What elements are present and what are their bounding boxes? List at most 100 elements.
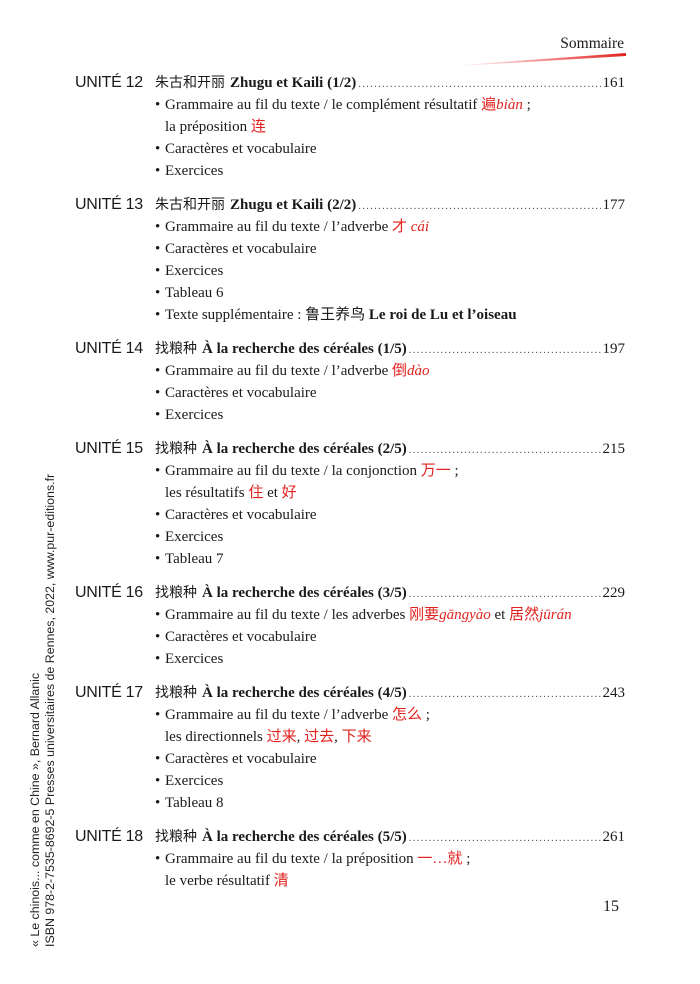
list-item: • Exercices [75,526,625,548]
list-item-line: • Grammaire au fil du texte / le compléme… [155,94,625,116]
unit-chinese-title: 找粮种 [155,686,197,701]
unit-chinese-title: 朱古和开丽 [155,198,225,213]
list-item: • Grammaire au fil du texte / l’adverbe 怎… [75,704,625,748]
item-text: Grammaire au fil du texte / l’adverbe [165,707,392,723]
list-item: • Caractères et vocabulaire [75,748,625,770]
list-item-line: • Exercices [155,160,625,182]
item-text: , [296,729,305,745]
list-item-line: • Grammaire au fil du texte / la préposit… [155,848,625,870]
chinese-term: 倒 [392,363,408,379]
chinese-term: 过来 [266,729,297,745]
dot-leader: ........................................… [408,444,601,456]
list-item-line: la préposition 连 [155,116,625,138]
dot-leader: ........................................… [408,832,601,844]
item-text: ; [422,707,430,723]
toc-unit-entry[interactable]: UNITÉ 13 朱古和开丽 Zhugu et Kaili (2/2).......… [75,194,625,216]
chinese-term: 怎么 [392,707,423,723]
bullet-icon: • [155,795,161,811]
list-item-line: le verbe résultatif 清 [155,870,625,892]
list-item: • Grammaire au fil du texte / l’adverbe 倒… [75,360,625,382]
list-item-line: les directionnels 过来, 过去, 下来 [155,726,625,748]
unit-label: UNITÉ 15 [75,440,143,457]
unit-title: À la recherche des céréales (3/5) [202,585,407,601]
item-text: 鲁王养鸟 [305,307,369,323]
chinese-term: cái [407,219,430,235]
unit-page-number: 261 [602,829,626,845]
list-item-line: • Exercices [155,526,625,548]
toc-unit-entry[interactable]: UNITÉ 17 找粮种 À la recherche des céréales (… [75,682,625,704]
item-text: Grammaire au fil du texte / l’adverbe [165,219,392,235]
list-item: • Grammaire au fil du texte / l’adverbe 才… [75,216,625,238]
list-item: • Grammaire au fil du texte / la préposit… [75,848,625,892]
toc-unit-entry[interactable]: UNITÉ 12 朱古和开丽 Zhugu et Kaili (1/2).......… [75,72,625,94]
bullet-icon: • [155,707,161,723]
page-number: 15 [603,898,619,915]
toc-unit-entry[interactable]: UNITÉ 14 找粮种 À la recherche des céréales (… [75,338,625,360]
dot-leader: ........................................… [408,344,601,356]
chinese-term: 住 [248,485,264,501]
item-text: le verbe résultatif [165,873,274,889]
side-note-line-2: ISBN 978-2-7535-8692-5 Presses universit… [42,473,57,947]
unit-chinese-title: 找粮种 [155,586,197,601]
bullet-icon: • [155,751,161,767]
unit-title: Zhugu et Kaili (1/2) [230,75,357,91]
unit-chinese-title: 朱古和开丽 [155,76,225,91]
list-item-line: • Exercices [155,648,625,670]
chinese-term: biàn [496,97,523,113]
item-text: Grammaire au fil du texte / les adverbes [165,607,410,623]
bullet-icon: • [155,363,161,379]
unit-title: À la recherche des céréales (1/5) [202,341,407,357]
list-item-line: • Caractères et vocabulaire [155,748,625,770]
item-text: Grammaire au fil du texte / la conjoncti… [165,463,421,479]
item-text: Caractères et vocabulaire [165,241,317,257]
item-text: Exercices [165,651,224,667]
bullet-icon: • [155,241,161,257]
bullet-icon: • [155,97,161,113]
list-item: • Caractères et vocabulaire [75,238,625,260]
side-copyright-note: « Le chinois... comme en Chine », Bernar… [28,474,57,947]
chinese-term: 刚要 [409,607,440,623]
list-item: • Caractères et vocabulaire [75,626,625,648]
list-item-line: • Grammaire au fil du texte / l’adverbe 倒… [155,360,625,382]
bullet-icon: • [155,463,161,479]
chinese-term: 连 [250,119,266,135]
list-item: • Texte supplémentaire : 鲁王养鸟 Le roi de L… [75,304,625,326]
bullet-icon: • [155,629,161,645]
list-item-line: • Caractères et vocabulaire [155,382,625,404]
item-text: Tableau 8 [165,795,224,811]
list-item-line: • Grammaire au fil du texte / la conjonct… [155,460,625,482]
item-text: Grammaire au fil du texte / l’adverbe [165,363,392,379]
bullet-icon: • [155,651,161,667]
unit-label: UNITÉ 14 [75,340,143,357]
chinese-term: 才 [392,219,408,235]
item-text: Texte supplémentaire : [165,307,306,323]
item-text: ; [450,463,459,479]
bullet-icon: • [155,219,161,235]
chinese-term: gāngyào [439,607,491,623]
unit-title: Zhugu et Kaili (2/2) [230,197,357,213]
list-item: • Exercices [75,260,625,282]
item-text: Le roi de Lu et l’oiseau [368,307,517,323]
toc-unit-entry[interactable]: UNITÉ 15 找粮种 À la recherche des céréales (… [75,438,625,460]
chinese-term: 过去 [304,729,335,745]
dot-leader: ........................................… [408,588,601,600]
chinese-term: 遍 [481,97,497,113]
unit-label: UNITÉ 12 [75,74,143,91]
item-text: ; [462,851,471,867]
item-text: Exercices [165,407,224,423]
unit-label: UNITÉ 17 [75,684,143,701]
bullet-icon: • [155,407,161,423]
list-item-line: • Tableau 8 [155,792,625,814]
toc-unit-entry[interactable]: UNITÉ 16 找粮种 À la recherche des céréales (… [75,582,625,604]
item-text: Grammaire au fil du texte / le complémen… [165,97,482,113]
list-item-line: • Caractères et vocabulaire [155,238,625,260]
item-text: les résultatifs [165,485,249,501]
list-item: • Exercices [75,770,625,792]
dot-leader: ........................................… [358,78,601,90]
item-text: Tableau 6 [165,285,224,301]
item-text: Grammaire au fil du texte / la prépositi… [165,851,418,867]
toc-unit: UNITÉ 17 找粮种 À la recherche des céréales (… [75,682,625,814]
list-item-line: • Grammaire au fil du texte / l’adverbe 怎… [155,704,625,726]
toc-unit-entry[interactable]: UNITÉ 18 找粮种 À la recherche des céréales (… [75,826,625,848]
chinese-term: 居然 [509,607,540,623]
